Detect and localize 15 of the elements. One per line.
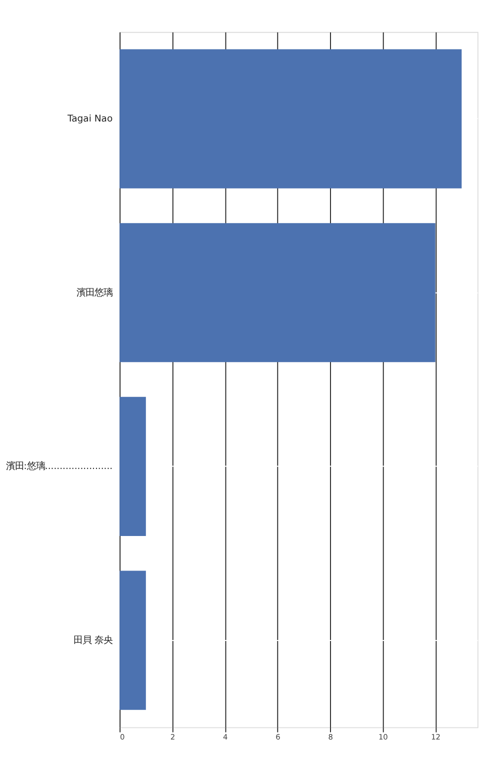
y-tick-label: 濱田:悠璃....................... (6, 461, 113, 472)
x-tick-label: 10 (378, 732, 388, 742)
x-tick-label: 4 (222, 732, 228, 742)
x-tick-label: 8 (328, 732, 334, 742)
bar (120, 49, 462, 188)
bar (120, 223, 436, 362)
bar (120, 396, 146, 536)
x-tick-label: 0 (120, 732, 126, 742)
y-tick-label: 濱田悠璃 (76, 287, 113, 298)
y-tick-label: Tagai Nao (66, 114, 113, 125)
bar (120, 570, 146, 710)
y-tick-label: 田貝 奈央 (74, 635, 113, 646)
x-tick-label: 12 (431, 732, 441, 742)
x-tick-label: 6 (276, 732, 281, 742)
x-tick-label: 2 (170, 732, 176, 742)
